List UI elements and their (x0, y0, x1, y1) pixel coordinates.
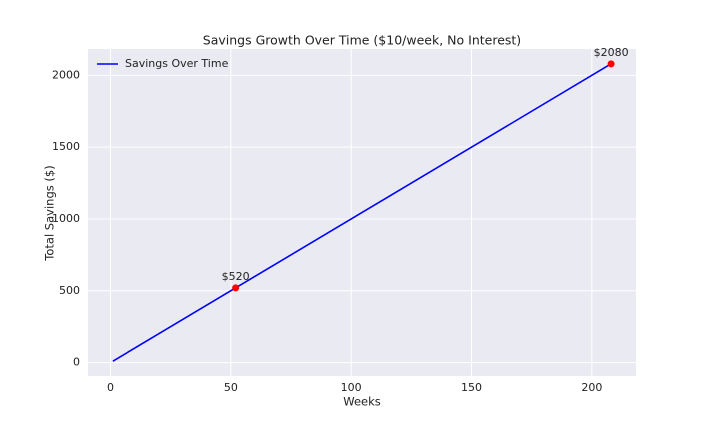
chart-title: Savings Growth Over Time ($10/week, No I… (203, 33, 521, 48)
y-tick-label: 1500 (52, 140, 80, 153)
annotation-marker (232, 284, 240, 292)
y-tick-label: 2000 (52, 68, 80, 81)
line (112, 63, 612, 362)
annotation-label: $520 (222, 270, 250, 283)
x-tick-label: 100 (341, 381, 362, 394)
legend-label: Savings Over Time (125, 57, 229, 70)
x-tick-label: 0 (107, 381, 114, 394)
y-tick-label: 0 (73, 356, 80, 369)
x-axis-label: Weeks (343, 395, 381, 409)
x-tick-label: 150 (461, 381, 482, 394)
y-axis-label: Total Savings ($) (43, 165, 57, 261)
annotation-marker (607, 60, 615, 68)
x-tick-label: 200 (581, 381, 602, 394)
x-tick-label: 50 (224, 381, 238, 394)
annotation-label: $2080 (594, 46, 629, 59)
y-tick-label: 1000 (52, 212, 80, 225)
y-tick-label: 500 (59, 284, 80, 297)
